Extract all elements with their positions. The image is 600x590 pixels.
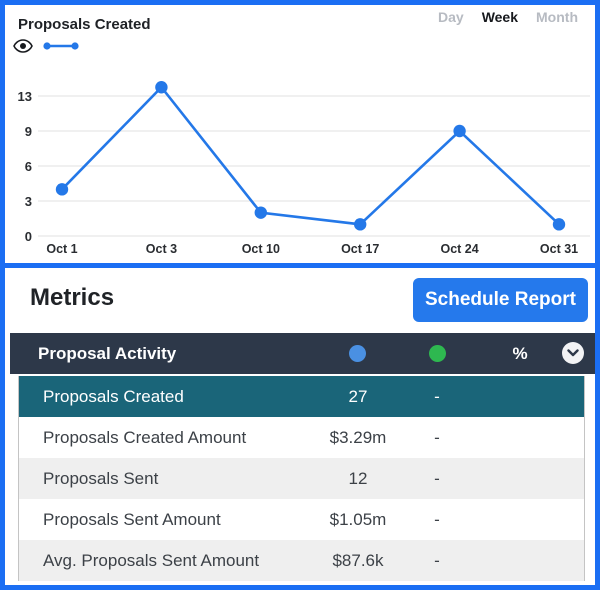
row-delta: - bbox=[434, 387, 440, 406]
table-row-avg-proposals-sent-amount[interactable]: Avg. Proposals Sent Amount $87.6k - bbox=[19, 540, 584, 581]
row-value: $87.6k bbox=[332, 551, 384, 570]
metrics-table: Proposals Created 27 - Proposals Created… bbox=[18, 376, 585, 581]
chart-title: Proposals Created bbox=[18, 16, 151, 33]
table-row-proposals-created-amount[interactable]: Proposals Created Amount $3.29m - bbox=[19, 417, 584, 458]
series1-dot-icon bbox=[349, 345, 366, 362]
x-tick-label: Oct 24 bbox=[440, 242, 478, 256]
chart-legend[interactable] bbox=[13, 39, 80, 53]
y-tick-label: 6 bbox=[25, 159, 32, 174]
y-tick-label: 9 bbox=[25, 124, 32, 139]
row-delta: - bbox=[434, 551, 440, 570]
table-row-proposals-sent[interactable]: Proposals Sent 12 - bbox=[19, 458, 584, 499]
period-tabs: Day Week Month bbox=[438, 9, 578, 25]
row-label: Proposals Created Amount bbox=[43, 428, 247, 447]
percent-column-header: % bbox=[512, 344, 528, 363]
y-tick-label: 0 bbox=[25, 229, 32, 244]
chevron-down-icon[interactable] bbox=[562, 342, 584, 364]
line-chart: 0 3 6 9 13 Oct 1 Oct 3 Oct 10 Oct 17 Oct 24 Oct 31 bbox=[18, 81, 590, 256]
x-tick-label: Oct 17 bbox=[341, 242, 379, 256]
tab-day[interactable]: Day bbox=[438, 9, 464, 25]
table-row-proposals-created[interactable]: Proposals Created 27 - bbox=[19, 376, 584, 417]
row-label: Avg. Proposals Sent Amount bbox=[43, 551, 260, 570]
row-value: 27 bbox=[348, 387, 368, 406]
row-delta: - bbox=[434, 428, 440, 447]
row-label: Proposals Sent Amount bbox=[43, 510, 221, 529]
row-delta: - bbox=[434, 510, 440, 529]
chart-point[interactable] bbox=[254, 206, 267, 219]
row-delta: - bbox=[434, 469, 440, 488]
x-tick-label: Oct 1 bbox=[46, 242, 77, 256]
chart-point[interactable] bbox=[55, 183, 69, 196]
row-value: $1.05m bbox=[329, 510, 387, 529]
row-value: $3.29m bbox=[329, 428, 387, 447]
series-line bbox=[61, 85, 560, 226]
metrics-title: Metrics bbox=[30, 284, 115, 311]
schedule-report-button[interactable]: Schedule Report bbox=[413, 278, 588, 322]
chart-point[interactable] bbox=[552, 218, 566, 231]
x-tick-label: Oct 31 bbox=[540, 242, 578, 256]
eye-icon[interactable] bbox=[13, 39, 33, 53]
y-tick-label: 13 bbox=[18, 89, 32, 104]
table-header-proposal-activity[interactable]: Proposal Activity % bbox=[10, 333, 595, 374]
metrics-panel: Metrics Schedule Report Proposal Activit… bbox=[5, 268, 595, 585]
row-label: Proposals Created bbox=[43, 387, 184, 406]
chart-point[interactable] bbox=[354, 218, 367, 231]
tab-week[interactable]: Week bbox=[481, 9, 519, 25]
x-tick-label: Oct 3 bbox=[146, 242, 177, 256]
legend-series-marker-icon[interactable] bbox=[42, 41, 80, 51]
x-tick-label: Oct 10 bbox=[242, 242, 280, 256]
y-tick-label: 3 bbox=[25, 194, 32, 209]
series2-dot-icon bbox=[429, 345, 446, 362]
panel-divider bbox=[0, 263, 600, 268]
row-label: Proposals Sent bbox=[43, 469, 159, 488]
row-value: 12 bbox=[348, 469, 368, 488]
table-row-proposals-sent-amount[interactable]: Proposals Sent Amount $1.05m - bbox=[19, 499, 584, 540]
chart-point[interactable] bbox=[155, 81, 168, 94]
table-header-title: Proposal Activity bbox=[38, 344, 177, 363]
chart-point[interactable] bbox=[453, 124, 466, 138]
tab-month[interactable]: Month bbox=[536, 9, 578, 25]
